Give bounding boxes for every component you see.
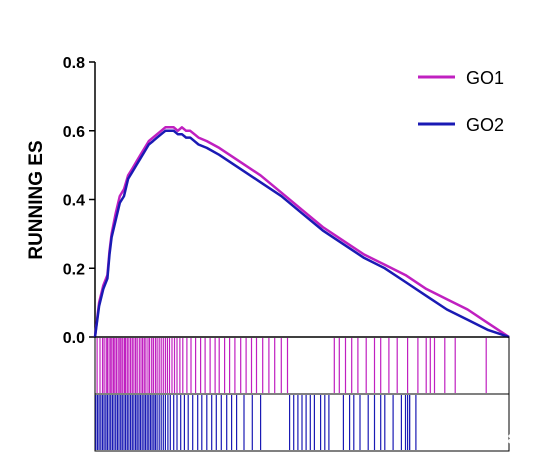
y-tick-label: 0.8 xyxy=(63,55,85,72)
series-line-go2 xyxy=(93,129,510,339)
legend-label-go1: GO1 xyxy=(466,68,504,88)
y-tick-label: 0.0 xyxy=(63,330,85,347)
y-axis-title: RUNNING ES xyxy=(26,140,47,259)
y-tick-label: 0.6 xyxy=(63,124,85,141)
legend-items: GO1 GO2 xyxy=(418,68,504,135)
y-tick-label: 0.2 xyxy=(63,261,85,278)
hit-panels xyxy=(94,336,510,452)
legend: GO1 GO2 xyxy=(418,68,504,135)
series-line-go1 xyxy=(93,126,510,339)
y-tick-label: 0.4 xyxy=(63,193,85,210)
legend-label-go2: GO2 xyxy=(466,115,504,135)
plot-area: 0.0 0.2 0.4 0.6 0.8 RUNNING ES xyxy=(26,55,510,347)
watermark: 知乎 @chen586 xyxy=(418,431,525,448)
hit-marks xyxy=(95,338,487,450)
y-ticks: 0.0 0.2 0.4 0.6 0.8 xyxy=(63,55,95,347)
hit-panel-go2 xyxy=(94,393,510,452)
series-lines xyxy=(93,126,510,339)
